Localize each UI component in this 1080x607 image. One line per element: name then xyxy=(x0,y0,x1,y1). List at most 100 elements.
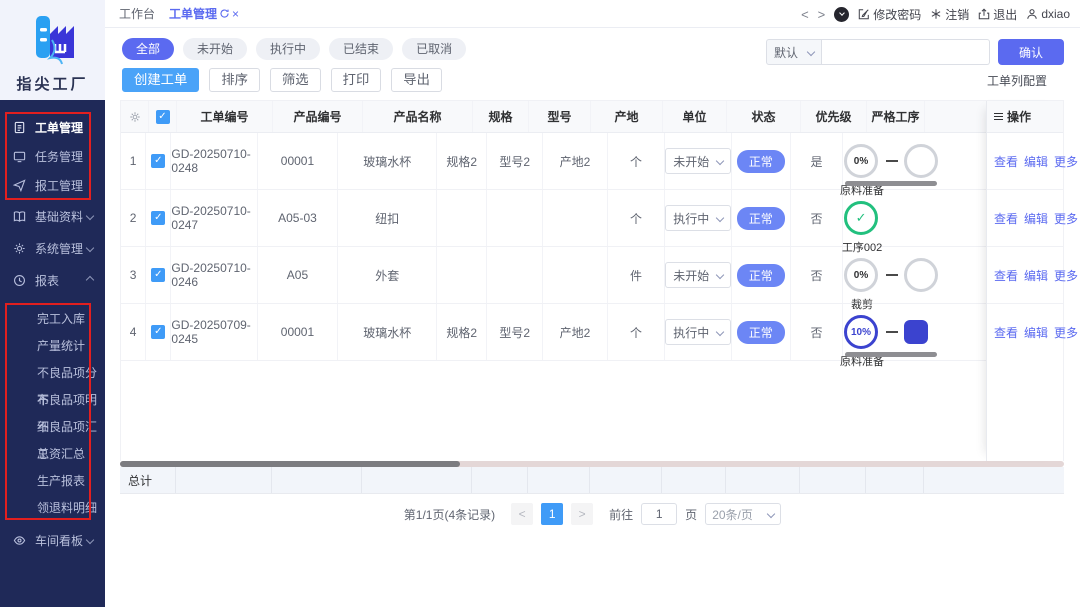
sidebar-subitem-defect-summary[interactable]: 不良品项汇总 xyxy=(37,420,98,461)
tab-work-orders[interactable]: 工单管理 × xyxy=(169,5,239,22)
sidebar-subitem-production-report[interactable]: 生产报表 xyxy=(37,474,86,488)
cell-order-no: GD-20250710-0246 xyxy=(171,247,258,303)
username-label: dxiao xyxy=(1041,7,1070,21)
scrollbar-thumb[interactable] xyxy=(120,461,460,467)
prev-page-button[interactable]: < xyxy=(511,503,534,525)
page-size-value: 20条/页 xyxy=(712,507,753,522)
cell-product-name: 纽扣 xyxy=(338,190,438,246)
more-link[interactable]: 更多 xyxy=(1054,326,1079,340)
action-label: 退出 xyxy=(993,7,1018,22)
history-back-icon[interactable]: < xyxy=(801,6,809,22)
step-label: 裁剪 xyxy=(851,299,874,311)
more-link[interactable]: 更多 xyxy=(1054,154,1079,169)
more-link[interactable]: 更多 xyxy=(1054,268,1079,283)
search-group: 默认 确认 xyxy=(766,39,1064,65)
column-config-link[interactable]: 工单列配置 xyxy=(986,74,1047,88)
status-value: 未开始 xyxy=(673,268,710,283)
status-select[interactable]: 未开始 xyxy=(665,148,731,174)
export-button[interactable]: 导出 xyxy=(391,68,442,92)
row-actions: 查看 编辑 更多 xyxy=(987,247,1078,304)
hamburger-icon[interactable] xyxy=(994,111,1003,122)
sidebar-item-label: 工单管理 xyxy=(35,121,84,135)
view-link[interactable]: 查看 xyxy=(994,154,1019,169)
action-label: 修改密码 xyxy=(873,7,922,22)
filter-pill-in-progress[interactable]: 执行中 xyxy=(256,38,321,60)
change-password-action[interactable]: 修改密码 xyxy=(858,6,921,23)
collapse-circle-icon[interactable] xyxy=(834,6,850,22)
user-menu[interactable]: dxiao xyxy=(1026,7,1070,21)
select-all-checkbox[interactable]: ✓ xyxy=(155,109,170,124)
filter-button[interactable]: 筛选 xyxy=(269,68,321,92)
flow-connector xyxy=(886,160,899,162)
row-index: 3 xyxy=(121,247,147,303)
table-settings-gear-icon[interactable] xyxy=(121,101,149,132)
sidebar-subitem-finished-inventory[interactable]: 完工入库 xyxy=(37,312,86,326)
confirm-button[interactable]: 确认 xyxy=(998,39,1064,65)
sidebar-subitem-wage-summary[interactable]: 工资汇总 xyxy=(37,447,86,461)
horizontal-scrollbar[interactable] xyxy=(120,461,1064,467)
col-header-product-no: 产品编号 xyxy=(273,101,363,132)
filter-pill-finished[interactable]: 已结束 xyxy=(329,38,394,60)
process-flow: 0% 裁剪 xyxy=(843,247,1063,311)
sidebar-item-reporting[interactable]: 报工管理 xyxy=(0,171,105,200)
status-select[interactable]: 执行中 xyxy=(665,319,731,345)
create-order-button[interactable]: 创建工单 xyxy=(122,68,200,92)
sidebar-subitem-defect-distribution[interactable]: 不良品项分布 xyxy=(37,366,98,407)
sidebar-subitem-material-detail[interactable]: 领退料明细 xyxy=(37,501,98,515)
exit-action[interactable]: 退出 xyxy=(978,6,1017,23)
sidebar-group-system[interactable]: 系统管理 xyxy=(0,232,105,264)
sidebar-group-workshop-board[interactable]: 车间看板 xyxy=(0,525,105,555)
row-checkbox[interactable]: ✓ xyxy=(151,154,166,168)
view-link[interactable]: 查看 xyxy=(994,211,1019,226)
filter-pill-cancelled[interactable]: 已取消 xyxy=(402,38,467,60)
sidebar-subitem-defect-detail[interactable]: 不良品项明细 xyxy=(37,393,98,434)
goto-page-input[interactable] xyxy=(641,503,678,525)
cell-progress: 0% 原料准备 xyxy=(840,133,1063,197)
print-button[interactable]: 打印 xyxy=(330,68,382,92)
filter-pill-all[interactable]: 全部 xyxy=(122,38,175,60)
flow-scrollbar[interactable] xyxy=(845,352,938,357)
sidebar-group-reports[interactable]: 报表 xyxy=(0,264,105,296)
close-icon[interactable]: × xyxy=(232,6,240,21)
cell-order-no: GD-20250710-0247 xyxy=(171,190,258,246)
more-link[interactable]: 更多 xyxy=(1054,211,1079,226)
step-label: 原料准备 xyxy=(840,356,885,368)
logout-action[interactable]: 注销 xyxy=(930,6,969,23)
cell-model xyxy=(487,190,544,246)
next-page-button[interactable]: > xyxy=(571,503,594,525)
cell-strict: 否 xyxy=(791,190,844,246)
flow-scrollbar[interactable] xyxy=(845,181,938,186)
sidebar-item-tasks[interactable]: 任务管理 xyxy=(0,142,105,171)
asterisk-icon xyxy=(931,9,941,19)
search-input[interactable] xyxy=(822,39,990,65)
status-select[interactable]: 未开始 xyxy=(665,262,731,288)
sidebar-group-base-data[interactable]: 基础资料 xyxy=(0,200,105,232)
view-link[interactable]: 查看 xyxy=(994,326,1019,340)
refresh-icon[interactable] xyxy=(219,8,230,19)
edit-link[interactable]: 编辑 xyxy=(1024,268,1049,283)
flow-connector xyxy=(886,274,899,276)
brand-name: 指尖工厂 xyxy=(16,76,89,93)
sort-button[interactable]: 排序 xyxy=(209,68,260,92)
sidebar-item-label: 基础资料 xyxy=(35,209,84,224)
summary-row: 总计 xyxy=(120,467,1064,494)
view-link[interactable]: 查看 xyxy=(994,268,1019,283)
edit-link[interactable]: 编辑 xyxy=(1024,326,1049,340)
preset-select[interactable]: 默认 xyxy=(766,39,822,65)
row-checkbox[interactable]: ✓ xyxy=(151,268,166,282)
page-size-select[interactable]: 20条/页 xyxy=(705,503,782,525)
factory-logo-icon xyxy=(35,16,74,65)
action-label: 注销 xyxy=(945,7,970,22)
current-page-button[interactable]: 1 xyxy=(541,503,564,525)
edit-link[interactable]: 编辑 xyxy=(1024,211,1049,226)
row-checkbox[interactable]: ✓ xyxy=(151,211,166,225)
edit-link[interactable]: 编辑 xyxy=(1024,154,1049,169)
tab-workbench[interactable]: 工作台 xyxy=(119,7,156,21)
sidebar-subitem-output-stats[interactable]: 产量统计 xyxy=(37,339,86,353)
row-checkbox[interactable]: ✓ xyxy=(151,325,166,339)
history-forward-icon[interactable]: > xyxy=(817,6,826,22)
sidebar-item-work-orders[interactable]: 工单管理 xyxy=(0,113,105,142)
filter-pill-not-started[interactable]: 未开始 xyxy=(183,38,248,60)
status-select[interactable]: 执行中 xyxy=(665,205,731,231)
